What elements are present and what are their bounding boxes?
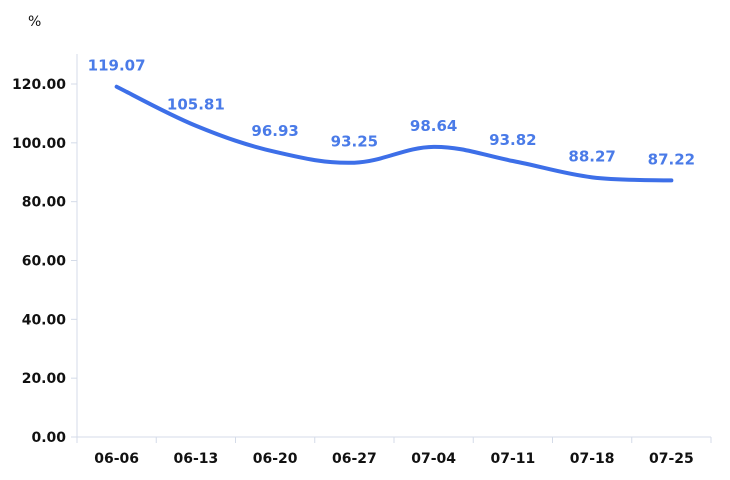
data-label: 98.64 — [410, 117, 457, 135]
data-label: 87.22 — [648, 150, 695, 168]
y-axis-unit: % — [28, 14, 41, 30]
x-axis: 06-06 06-13 06-20 06-27 07-04 07-11 07-18 07-25 — [76, 436, 712, 467]
data-label: 88.27 — [568, 147, 615, 165]
y-tick-label: 120.00 — [12, 77, 66, 93]
x-tick-label: 07-18 — [570, 451, 615, 467]
y-tick-label: 100.00 — [12, 136, 66, 152]
data-label: 119.07 — [88, 57, 146, 75]
x-tick-label: 06-20 — [253, 451, 298, 467]
y-axis: 0.00 20.00 40.00 60.00 80.00 100.00 120.00 — [12, 54, 78, 446]
drop-lines — [116, 86, 672, 437]
y-tick-label: 20.00 — [22, 371, 67, 387]
x-tick-label: 07-25 — [649, 451, 694, 467]
y-tick-label: 60.00 — [22, 254, 67, 270]
x-tick-label: 06-13 — [173, 451, 218, 467]
data-label: 93.25 — [331, 133, 378, 151]
y-tick-label: 40.00 — [22, 312, 67, 328]
data-label: 105.81 — [167, 96, 225, 114]
y-tick-label: 0.00 — [31, 430, 66, 446]
series-line — [114, 84, 674, 183]
data-label: 93.82 — [489, 131, 536, 149]
data-labels: 119.07 105.81 96.93 93.25 98.64 93.82 88.27 87.… — [88, 57, 695, 169]
x-tick-label: 06-27 — [332, 451, 377, 467]
x-tick-label: 07-04 — [411, 451, 456, 467]
x-tick-label: 06-06 — [94, 451, 139, 467]
y-tick-label: 80.00 — [22, 195, 67, 211]
x-tick-label: 07-11 — [490, 451, 535, 467]
data-label: 96.93 — [251, 122, 298, 140]
